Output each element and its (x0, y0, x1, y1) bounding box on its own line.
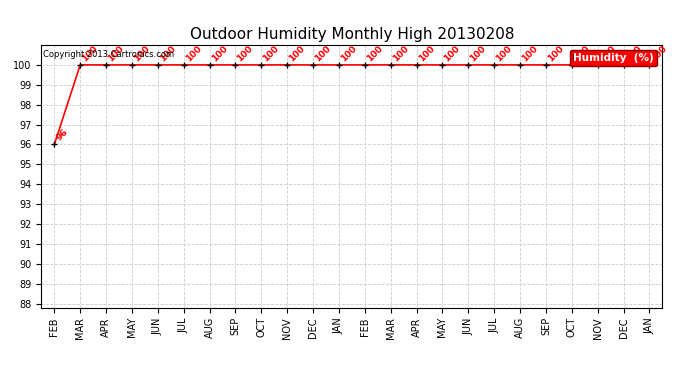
Text: 100: 100 (494, 44, 513, 63)
Text: 100: 100 (365, 44, 384, 63)
Text: 100: 100 (184, 44, 203, 63)
Text: 100: 100 (287, 44, 306, 63)
Text: 100: 100 (442, 44, 462, 63)
Text: 100: 100 (158, 44, 177, 63)
Text: 100: 100 (417, 44, 436, 63)
Text: 100: 100 (235, 44, 255, 63)
Text: 100: 100 (598, 44, 617, 63)
Text: 100: 100 (520, 44, 540, 63)
Text: 100: 100 (649, 44, 669, 63)
Text: 100: 100 (546, 44, 565, 63)
Text: 100: 100 (313, 44, 333, 63)
Text: 100: 100 (210, 44, 229, 63)
Text: 100: 100 (80, 44, 99, 63)
Text: 100: 100 (572, 44, 591, 63)
Text: 100: 100 (262, 44, 281, 63)
Text: 100: 100 (391, 44, 410, 63)
Text: 100: 100 (339, 44, 358, 63)
Text: 100: 100 (624, 44, 643, 63)
Text: 96: 96 (55, 128, 70, 143)
Text: Copyright 2013 Cartronics.com: Copyright 2013 Cartronics.com (43, 50, 174, 59)
Text: 100: 100 (106, 44, 126, 63)
Text: 100: 100 (132, 44, 151, 63)
Legend: Humidity  (%): Humidity (%) (570, 50, 657, 66)
Title: Outdoor Humidity Monthly High 20130208: Outdoor Humidity Monthly High 20130208 (190, 27, 514, 42)
Text: 100: 100 (469, 44, 488, 63)
